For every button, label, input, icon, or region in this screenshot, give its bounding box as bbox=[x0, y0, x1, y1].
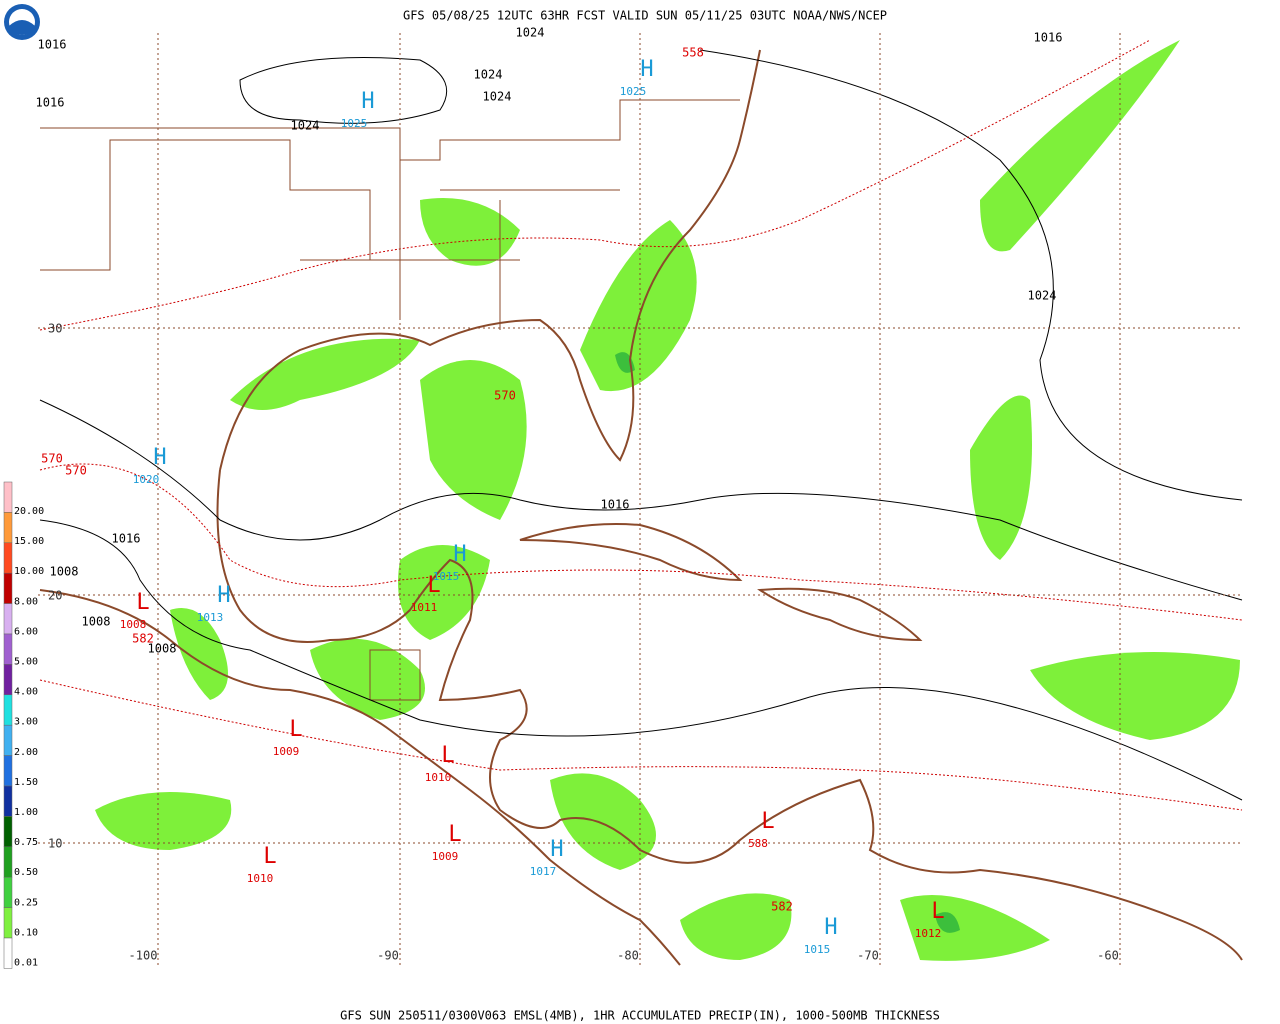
colorbar-swatch bbox=[3, 785, 13, 817]
isobar-label: 1016 bbox=[38, 38, 67, 52]
colorbar-label: 1.00 bbox=[14, 807, 38, 818]
high-value: 1017 bbox=[530, 865, 557, 878]
low-value: 588 bbox=[748, 837, 768, 850]
low-symbol: L bbox=[427, 573, 440, 598]
colorbar-swatch bbox=[3, 633, 13, 665]
thickness-label: 582 bbox=[132, 632, 154, 646]
high-symbol: H bbox=[453, 542, 466, 567]
colorbar-label: 6.00 bbox=[14, 626, 38, 637]
isobar-label: 1024 bbox=[483, 90, 512, 104]
low-value: 1012 bbox=[915, 927, 942, 940]
high-symbol: H bbox=[550, 837, 563, 862]
colorbar-label: 0.10 bbox=[14, 927, 38, 938]
high-value: 1015 bbox=[804, 943, 831, 956]
thickness-label: 582 bbox=[771, 900, 793, 914]
high-symbol: H bbox=[217, 583, 230, 608]
colorbar-swatch bbox=[3, 542, 13, 574]
colorbar-label: 3.00 bbox=[14, 717, 38, 728]
isobar-label: 1016 bbox=[112, 532, 141, 546]
colorbar-swatch bbox=[3, 694, 13, 726]
isobars bbox=[39, 49, 1243, 801]
colorbar-swatch bbox=[3, 572, 13, 604]
low-symbol: L bbox=[441, 743, 454, 768]
colorbar-label: 10.00 bbox=[14, 566, 44, 577]
isobar-label: 1008 bbox=[82, 615, 111, 629]
colorbar-label: 0.01 bbox=[14, 958, 38, 969]
isobar-label: 1016 bbox=[601, 498, 630, 512]
latitude-label: 20 bbox=[48, 589, 62, 603]
latitude-label: 30 bbox=[48, 322, 62, 336]
colorbar-label: 5.00 bbox=[14, 657, 38, 668]
low-value: 1008 bbox=[120, 618, 147, 631]
longitude-label: -100 bbox=[129, 949, 158, 963]
colorbar-swatch bbox=[3, 907, 13, 939]
low-symbol: L bbox=[136, 590, 149, 615]
low-value: 1010 bbox=[247, 872, 274, 885]
colorbar-swatch bbox=[3, 816, 13, 848]
colorbar-swatch bbox=[3, 846, 13, 878]
isobar-label: 1008 bbox=[148, 642, 177, 656]
colorbar-label: 0.75 bbox=[14, 837, 38, 848]
colorbar-label: 1.50 bbox=[14, 777, 38, 788]
latitude-label: 10 bbox=[48, 837, 62, 851]
map-caption: GFS SUN 250511/0300V063 EMSL(4MB), 1HR A… bbox=[340, 1009, 940, 1023]
isobar-label: 1024 bbox=[474, 68, 503, 82]
isobar-label: 1008 bbox=[50, 565, 79, 579]
colorbar-swatch bbox=[3, 755, 13, 787]
longitude-label: -70 bbox=[857, 949, 879, 963]
thickness-label: 570 bbox=[65, 464, 87, 478]
longitude-label: -80 bbox=[617, 949, 639, 963]
colorbar-label: 2.00 bbox=[14, 747, 38, 758]
colorbar-label: 15.00 bbox=[14, 536, 44, 547]
map-area bbox=[38, 33, 1243, 966]
coastlines bbox=[39, 49, 1243, 966]
thickness-label: 570 bbox=[494, 389, 516, 403]
colorbar-label: 4.00 bbox=[14, 687, 38, 698]
low-symbol: L bbox=[289, 717, 302, 742]
thickness-label: 570 bbox=[41, 452, 63, 466]
high-value: 1013 bbox=[197, 611, 224, 624]
high-value: 1025 bbox=[620, 85, 647, 98]
noaa-logo bbox=[4, 4, 40, 40]
thickness-lines bbox=[39, 39, 1243, 811]
high-symbol: H bbox=[640, 57, 653, 82]
map-title: GFS 05/08/25 12UTC 63HR FCST VALID SUN 0… bbox=[403, 9, 887, 23]
high-value: 1015 bbox=[433, 570, 460, 583]
isobar-label: 1024 bbox=[516, 26, 545, 40]
colorbar: 20.00 15.00 10.00 8.00 6.00 5.00 4.00 3.00 2.00 1… bbox=[3, 481, 44, 969]
colorbar-swatch bbox=[3, 876, 13, 908]
low-value: 1009 bbox=[432, 850, 459, 863]
precip-areas bbox=[95, 40, 1240, 961]
colorbar-swatch bbox=[3, 603, 13, 635]
thickness-label: 558 bbox=[682, 46, 704, 60]
high-value: 1020 bbox=[133, 473, 160, 486]
low-value: 1011 bbox=[411, 601, 438, 614]
colorbar-label: 0.50 bbox=[14, 867, 38, 878]
colorbar-swatch bbox=[3, 724, 13, 756]
colorbar-swatch bbox=[3, 481, 13, 513]
colorbar-swatch bbox=[3, 937, 13, 969]
longitude-label: -60 bbox=[1097, 949, 1119, 963]
colorbar-label: 0.25 bbox=[14, 897, 38, 908]
colorbar-label: 20.00 bbox=[14, 506, 44, 517]
high-symbol: H bbox=[824, 915, 837, 940]
low-symbol: L bbox=[448, 822, 461, 847]
isobar-label: 1024 bbox=[291, 119, 320, 133]
colorbar-label: 8.00 bbox=[14, 596, 38, 607]
isobar-label: 1024 bbox=[1028, 289, 1057, 303]
low-symbol: L bbox=[263, 844, 276, 869]
high-value: 1025 bbox=[341, 117, 368, 130]
low-symbol: L bbox=[761, 809, 774, 834]
high-symbol: H bbox=[361, 89, 374, 114]
colorbar-swatch bbox=[3, 664, 13, 696]
isobar-label: 1016 bbox=[1034, 31, 1063, 45]
isobar-label: 1016 bbox=[36, 96, 65, 110]
longitude-label: -90 bbox=[377, 949, 399, 963]
low-value: 1009 bbox=[273, 745, 300, 758]
high-symbol: H bbox=[153, 445, 166, 470]
low-value: 1010 bbox=[425, 771, 452, 784]
low-symbol: L bbox=[931, 899, 944, 924]
colorbar-swatch bbox=[3, 512, 13, 544]
